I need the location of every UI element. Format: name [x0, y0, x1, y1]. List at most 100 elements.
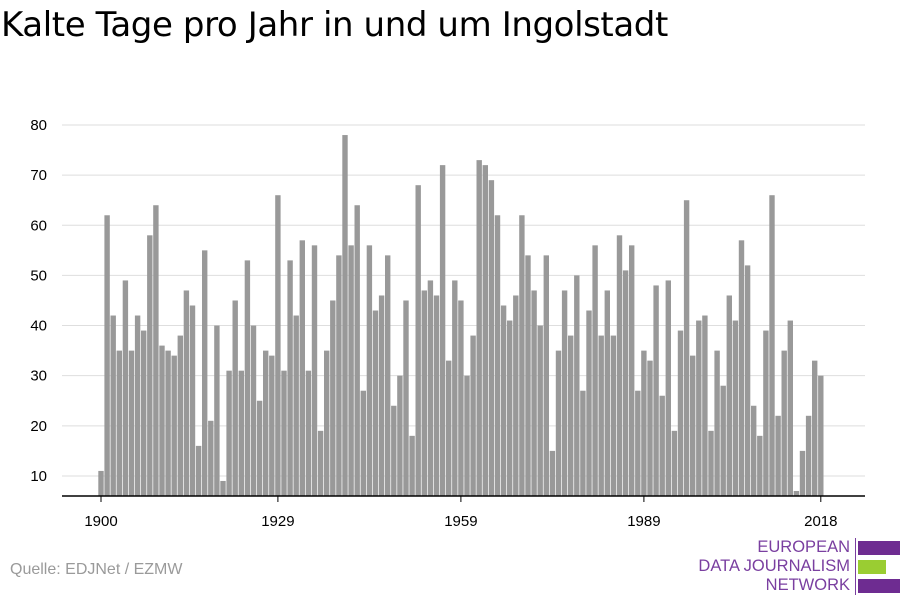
bar-1978 [574, 275, 580, 496]
bar-1945 [372, 310, 379, 496]
bar-1927 [263, 350, 269, 496]
bar-1933 [299, 240, 305, 496]
bar-1911 [165, 350, 171, 496]
bar-1903 [116, 350, 122, 496]
bar-1979 [580, 390, 586, 496]
bar-1997 [690, 355, 696, 496]
bar-2018 [818, 375, 824, 496]
bar-1931 [287, 260, 293, 496]
bar-1929 [275, 195, 281, 497]
bar-2012 [781, 350, 787, 496]
bar-2009 [763, 330, 769, 496]
bar-1990 [647, 360, 653, 496]
bar-1918 [208, 420, 214, 496]
bar-1912 [171, 355, 177, 496]
bar-1937 [324, 350, 330, 496]
x-tick-label-1959: 1959 [444, 513, 477, 530]
bar-1907 [141, 330, 147, 496]
bar-1908 [147, 235, 153, 496]
bar-2004 [732, 320, 739, 496]
x-tick-label-1989: 1989 [627, 513, 660, 530]
bar-1989 [641, 350, 647, 496]
x-axis-ticks: 1900 1929 1959 1989 2018 [84, 496, 837, 530]
bar-1943 [360, 390, 366, 496]
bar-1974 [549, 450, 556, 496]
bar-1958 [452, 280, 458, 496]
bar-2015 [799, 450, 806, 496]
bar-1966 [500, 305, 507, 496]
bar-1963 [482, 165, 488, 496]
bar-1923 [238, 370, 244, 496]
bar-1985 [616, 235, 623, 496]
bar-2001 [714, 350, 720, 496]
bar-2017 [812, 360, 818, 496]
bar-1924 [244, 260, 251, 496]
bar-1969 [519, 215, 525, 496]
bar-1960 [464, 375, 470, 496]
bar-1973 [543, 255, 549, 496]
bar-1941 [348, 245, 354, 496]
bar-1999 [702, 315, 708, 496]
bar-2014 [793, 490, 800, 496]
bar-1962 [476, 160, 482, 497]
bar-1901 [104, 215, 110, 496]
y-tick-label-40: 40 [30, 318, 47, 335]
bar-2011 [775, 415, 781, 496]
bar-1925 [250, 325, 257, 496]
bar-1965 [494, 215, 501, 496]
logo-line-3: NETWORK [765, 576, 850, 594]
bar-1906 [134, 315, 141, 496]
bar-1926 [256, 400, 263, 496]
bar-2008 [757, 435, 763, 496]
logo-bar-bottom [858, 578, 900, 593]
bar-1928 [269, 355, 275, 496]
bar-1913 [177, 335, 183, 496]
logo-line-1: EUROPEAN [757, 538, 850, 556]
bar-1983 [604, 290, 610, 496]
logo-bar-middle [858, 559, 886, 574]
logo-bars [856, 538, 900, 595]
bar-1972 [537, 325, 543, 496]
bar-1919 [214, 325, 220, 496]
bars [98, 135, 824, 497]
bar-1984 [610, 335, 617, 496]
bar-1910 [159, 345, 165, 496]
bar-1981 [592, 245, 598, 496]
bar-1980 [586, 310, 592, 496]
bar-1915 [189, 305, 196, 496]
bar-1975 [555, 350, 562, 496]
bar-1961 [470, 335, 476, 496]
bar-1914 [183, 290, 190, 496]
bar-1948 [391, 405, 397, 496]
bar-1994 [671, 430, 678, 496]
bar-2005 [738, 240, 745, 496]
bar-2013 [787, 320, 793, 496]
bar-1949 [397, 375, 403, 496]
bar-1956 [439, 165, 446, 496]
bar-2000 [708, 430, 714, 496]
bar-1917 [202, 250, 208, 496]
chart-title: Kalte Tage pro Jahr in und um Ingolstadt [1, 5, 668, 45]
bar-1976 [561, 290, 568, 496]
logo-text: EUROPEAN DATA JOURNALISM NETWORK [698, 538, 856, 595]
bar-1900 [98, 470, 104, 496]
bar-1944 [366, 245, 373, 496]
bar-1934 [305, 370, 312, 496]
bar-1904 [122, 280, 129, 496]
bar-2006 [744, 265, 751, 496]
bar-1952 [415, 185, 421, 496]
bar-1942 [354, 205, 360, 496]
y-tick-label-20: 20 [30, 418, 47, 435]
bar-1946 [378, 295, 385, 496]
bar-1939 [336, 255, 342, 496]
bar-1959 [458, 300, 464, 496]
bar-1921 [226, 370, 232, 496]
bar-1996 [683, 200, 690, 496]
bar-1986 [622, 270, 629, 496]
bar-1957 [446, 360, 452, 496]
bar-1935 [311, 245, 318, 496]
bar-1998 [696, 320, 702, 496]
bar-1905 [128, 350, 135, 496]
y-tick-label-50: 50 [30, 267, 47, 284]
